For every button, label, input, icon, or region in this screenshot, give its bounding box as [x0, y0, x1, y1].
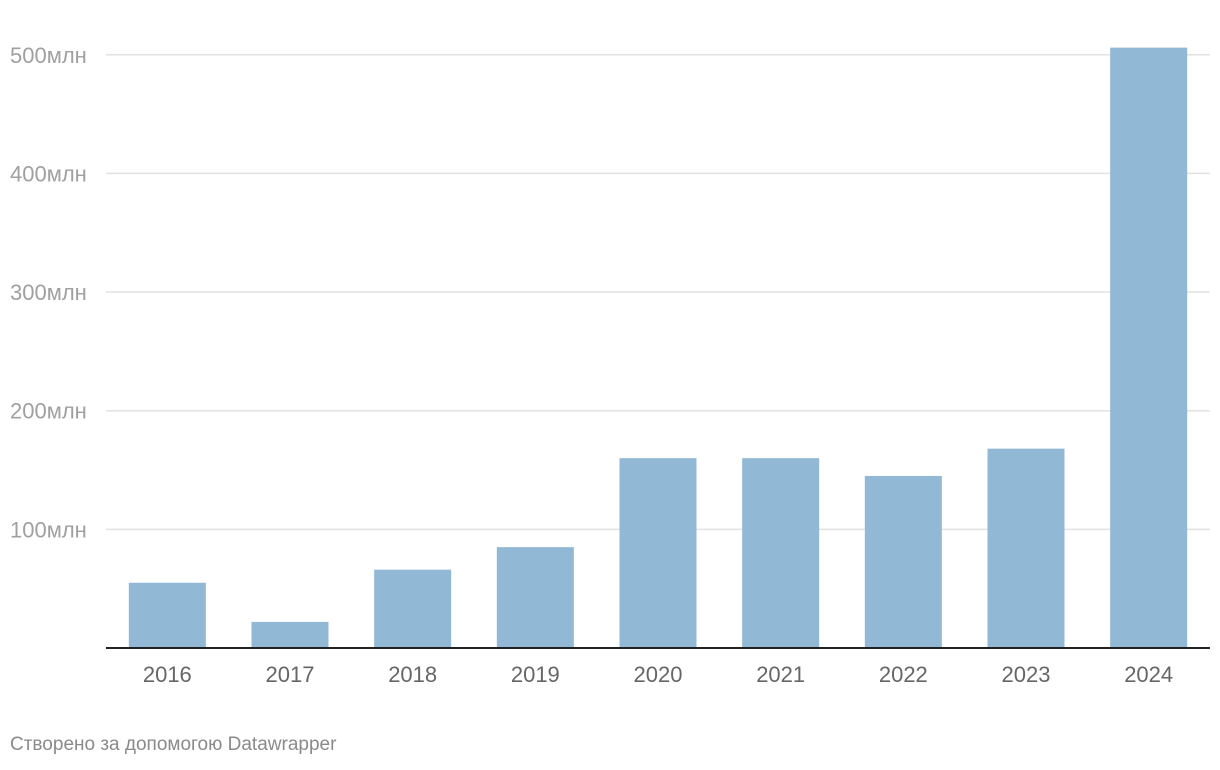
x-category-label: 2016: [143, 662, 192, 687]
x-category-label: 2023: [1002, 662, 1051, 687]
bar-2018: [374, 569, 452, 648]
x-category-label: 2022: [879, 662, 928, 687]
y-tick-label: 200млн: [10, 399, 87, 424]
bar-2020: [619, 458, 697, 648]
bars: [128, 47, 1188, 649]
y-tick-label: 300млн: [10, 280, 87, 305]
bar-2022: [864, 475, 942, 648]
bar-2023: [987, 448, 1065, 648]
x-category-label: 2021: [756, 662, 805, 687]
bar-2019: [496, 547, 574, 648]
y-tick-label: 100млн: [10, 517, 87, 542]
x-category-label: 2017: [266, 662, 315, 687]
x-category-label: 2019: [511, 662, 560, 687]
x-category-label: 2018: [388, 662, 437, 687]
y-tick-label: 500млн: [10, 43, 87, 68]
bar-2017: [251, 621, 329, 648]
bar-2016: [128, 582, 206, 648]
datawrapper-credit: Створено за допомогою Datawrapper: [10, 734, 337, 755]
x-axis-category-labels: 2016 2017 2018 2019 2020 2021 2022 2023 2024: [143, 662, 1173, 687]
y-tick-label: 400млн: [10, 161, 87, 186]
x-category-label: 2024: [1124, 662, 1173, 687]
x-category-label: 2020: [634, 662, 683, 687]
bar-2024: [1110, 47, 1188, 649]
y-axis-tick-labels: 100млн 200млн 300млн 400млн 500млн: [10, 43, 87, 543]
bar-2021: [742, 458, 820, 648]
